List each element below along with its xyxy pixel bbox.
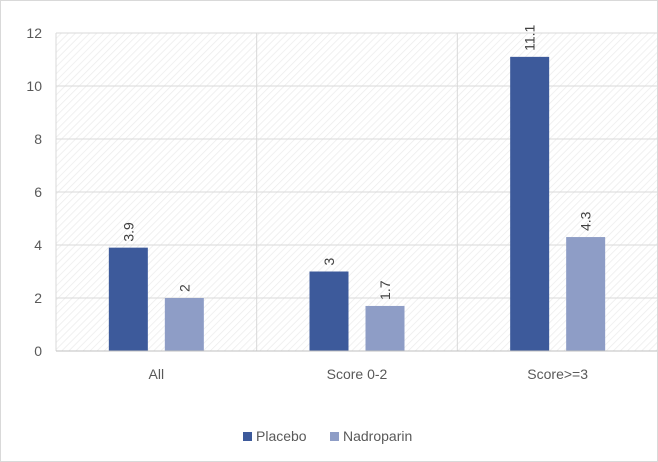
x-tick-label: All [149,366,165,382]
legend: Placebo Nadroparin [243,428,412,444]
y-tick-label: 12 [26,25,42,41]
gridlines [55,32,657,352]
bars [108,56,606,351]
y-tick-label: 0 [34,343,42,359]
x-tick-label: Score 0-2 [327,366,388,382]
y-tick-label: 8 [34,131,42,147]
legend-label-placebo: Placebo [256,428,307,444]
legend-swatch-placebo [243,432,252,441]
x-axis: All Score 0-2 Score>=3 [56,350,657,382]
bar-nadroparin-3 [566,237,606,351]
y-tick-label: 6 [34,184,42,200]
data-labels: 3.9 2 3 1.7 11.1 4.3 [120,24,593,300]
y-tick-label: 4 [34,237,42,253]
y-tick-label: 2 [34,290,42,306]
data-label: 2 [176,284,192,292]
data-label: 4.3 [578,211,594,231]
legend-swatch-nadroparin [330,432,339,441]
bar-placebo-3 [510,56,550,351]
data-label: 1.7 [377,280,393,300]
y-tick-label: 10 [26,78,42,94]
legend-label-nadroparin: Nadroparin [343,428,412,444]
bar-placebo-2 [309,271,349,351]
y-axis: 0 2 4 6 8 10 12 [26,25,42,359]
data-label: 11.1 [522,24,538,50]
bar-placebo-1 [108,247,148,351]
bar-nadroparin-2 [365,305,405,351]
bar-nadroparin-1 [164,298,204,351]
data-label: 3 [321,258,337,266]
data-label: 3.9 [120,222,136,242]
x-tick-label: Score>=3 [527,366,588,382]
